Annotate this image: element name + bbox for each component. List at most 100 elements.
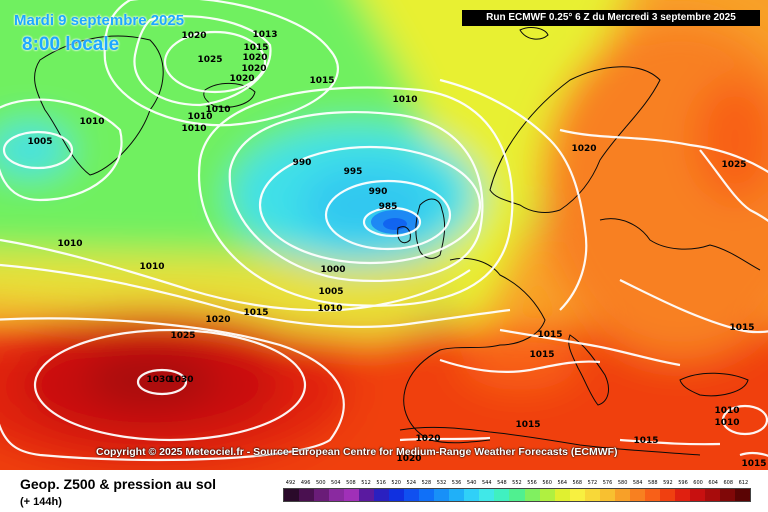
- scale-swatch: [494, 489, 510, 501]
- forecast-lead-time: (+ 144h): [20, 496, 62, 508]
- isobar-label: 1010: [714, 418, 739, 428]
- isobar-label: 1005: [318, 287, 343, 297]
- isobar-label: 1015: [309, 76, 334, 86]
- isobar-label: 995: [344, 167, 363, 177]
- isobar-label: 1030: [168, 375, 193, 385]
- model-run-info: Run ECMWF 0.25° 6 Z du Mercredi 3 septem…: [462, 10, 760, 26]
- scale-label: 536: [451, 480, 462, 486]
- scale-label: 524: [406, 480, 417, 486]
- scale-label: 580: [617, 480, 628, 486]
- isobar-label: 990: [293, 158, 312, 168]
- scale-swatch: [284, 489, 300, 501]
- scale-label: 544: [481, 480, 492, 486]
- scale-swatch: [674, 489, 690, 501]
- color-scale-bar: [283, 488, 751, 502]
- isobar-lines: [0, 0, 768, 462]
- isobar-label: 990: [369, 187, 388, 197]
- scale-swatch: [359, 489, 375, 501]
- isobar-label: 1010: [205, 105, 230, 115]
- parameter-title: Geop. Z500 & pression au sol: [20, 476, 217, 492]
- scale-label: 548: [497, 480, 507, 486]
- coastlines: [34, 27, 761, 456]
- isobar-label: 1020: [241, 64, 266, 74]
- isobar-label: 1020: [396, 454, 421, 464]
- scale-swatch: [329, 489, 345, 501]
- scale-swatch: [689, 489, 705, 501]
- isobar-label: 1015: [515, 420, 540, 430]
- scale-swatch: [449, 489, 465, 501]
- scale-label: 552: [512, 480, 522, 486]
- forecast-date: Mardi 9 septembre 2025: [14, 12, 185, 29]
- copyright-notice: Copyright © 2025 Meteociel.fr - Source E…: [96, 446, 618, 458]
- scale-label: 588: [648, 480, 658, 486]
- color-scale-legend: 492 496 500 504 508 512 516 520 524 528 532 536 540 5…: [283, 480, 751, 502]
- scale-label: 556: [527, 480, 537, 486]
- scale-swatch: [524, 489, 540, 501]
- scale-swatch: [479, 489, 495, 501]
- forecast-time: 8:00 locale: [22, 34, 120, 55]
- scale-label: 516: [376, 480, 386, 486]
- weather-map: 1020 1015 1013 1020 1025 1020 1020 1015 1010 1010…: [0, 0, 768, 470]
- isobar-label: 1015: [633, 436, 658, 446]
- scale-swatch: [404, 489, 420, 501]
- scale-label: 508: [346, 480, 356, 486]
- scale-swatch: [644, 489, 660, 501]
- scale-label: 596: [678, 480, 688, 486]
- isobar-label: 1020: [571, 144, 596, 154]
- isobar-label: 1015: [243, 43, 268, 53]
- scale-label: 600: [693, 480, 703, 486]
- isobar-label: 1015: [729, 323, 754, 333]
- scale-label: 500: [315, 480, 326, 486]
- scale-swatch: [659, 489, 675, 501]
- isobar-label: 1010: [139, 262, 164, 272]
- scale-swatch: [554, 489, 570, 501]
- isobar-label: 1010: [79, 117, 104, 127]
- scale-swatch: [584, 489, 600, 501]
- scale-swatch: [614, 489, 630, 501]
- scale-swatch: [569, 489, 585, 501]
- isobar-label: 1013: [252, 30, 277, 40]
- isobar-label: 1020: [415, 434, 440, 444]
- scale-swatch: [299, 489, 315, 501]
- isobar-label: 1030: [146, 375, 171, 385]
- scale-label: 584: [632, 480, 643, 486]
- isobar-label: 1010: [57, 239, 82, 249]
- isobar-label: 1010: [714, 406, 739, 416]
- isobar-label: 1020: [242, 53, 267, 63]
- scale-swatch: [314, 489, 330, 501]
- geopotential-field: [0, 0, 768, 470]
- scale-swatch: [719, 489, 735, 501]
- isobar-label: 1020: [181, 31, 206, 41]
- scale-label: 560: [542, 480, 552, 486]
- scale-label: 608: [723, 480, 734, 486]
- scale-swatch: [419, 489, 435, 501]
- isobar-label: 1010: [181, 124, 206, 134]
- scale-swatch: [629, 489, 645, 501]
- scale-label: 576: [602, 480, 613, 486]
- scale-swatch: [734, 489, 750, 501]
- scale-label: 568: [572, 480, 583, 486]
- color-scale-labels: 492 496 500 504 508 512 516 520 524 528 532 536 540 5…: [283, 480, 751, 487]
- isobar-label: 1015: [537, 330, 562, 340]
- scale-label: 532: [436, 480, 447, 486]
- isobar-label: 1010: [392, 95, 417, 105]
- scale-label: 612: [738, 480, 749, 486]
- isobar-label: 1005: [27, 137, 52, 147]
- isobar-label: 1000: [320, 265, 345, 275]
- isobar-label: 1010: [187, 112, 212, 122]
- isobar-label: 1010: [317, 304, 342, 314]
- scale-swatch: [539, 489, 555, 501]
- scale-swatch: [464, 489, 480, 501]
- isobar-label: 1025: [197, 55, 222, 65]
- scale-label: 604: [708, 480, 718, 486]
- scale-label: 492: [285, 480, 296, 486]
- scale-label: 572: [587, 480, 598, 486]
- scale-swatch: [374, 489, 390, 501]
- scale-swatch: [434, 489, 450, 501]
- scale-label: 496: [300, 480, 311, 486]
- isobar-label: 1015: [741, 459, 766, 469]
- isobar-label: 985: [379, 202, 398, 212]
- scale-label: 512: [361, 480, 371, 486]
- scale-label: 504: [331, 480, 341, 486]
